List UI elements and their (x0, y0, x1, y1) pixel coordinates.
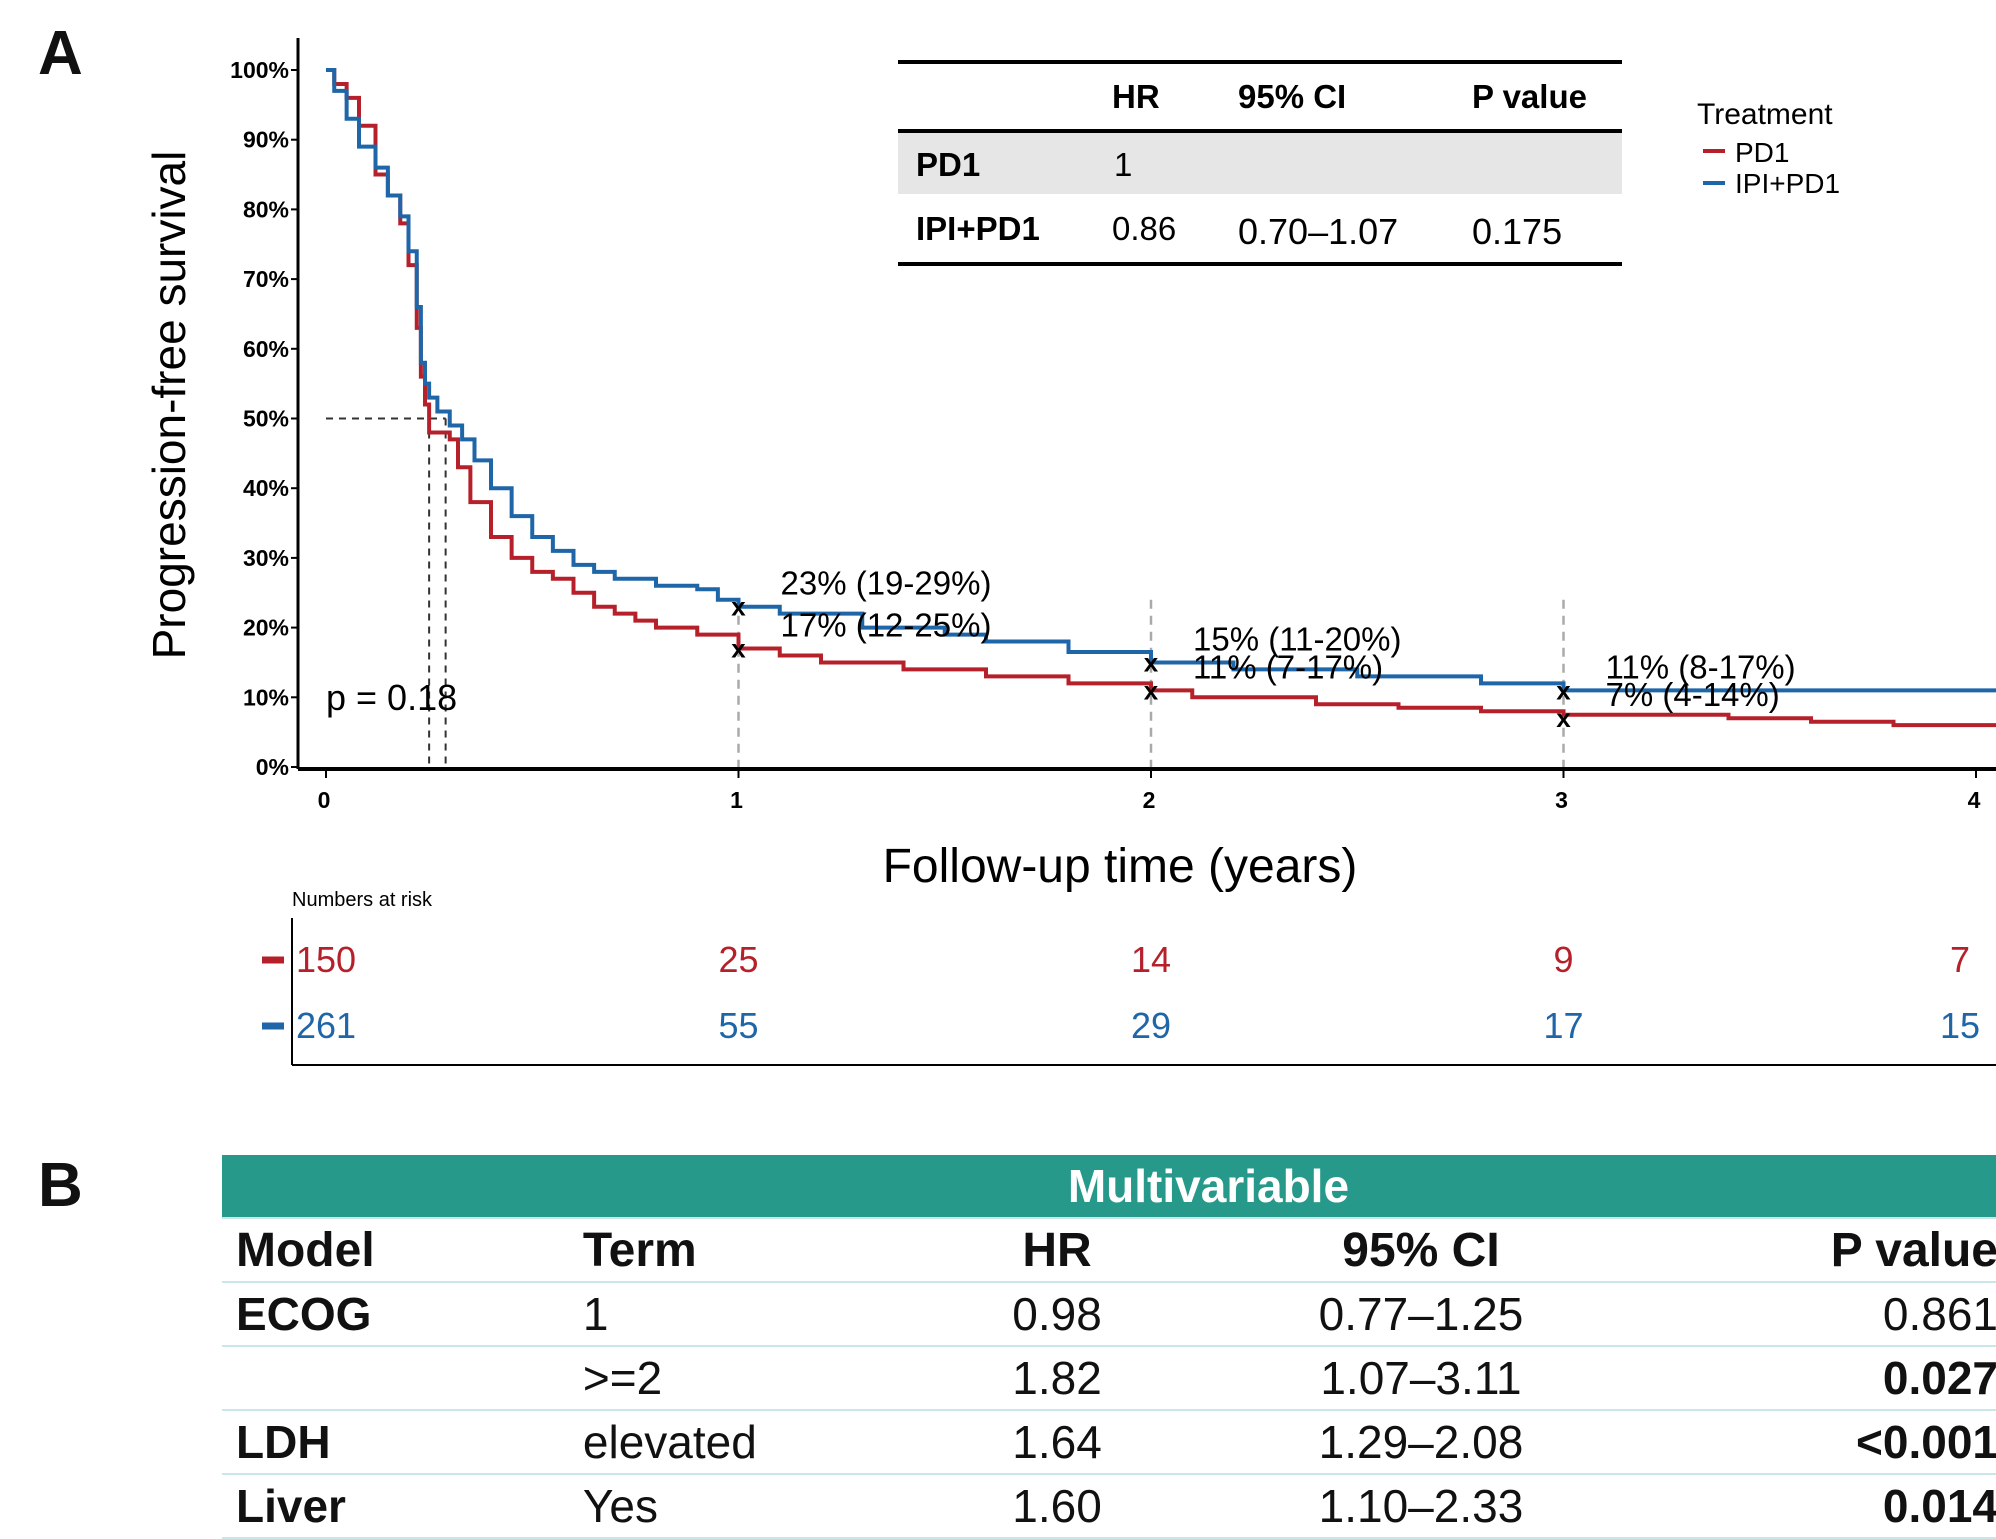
row-model: Liver (222, 1474, 569, 1539)
table-b-col-p: P value (1645, 1218, 1996, 1283)
hr-table-header-p: P value (1472, 78, 1587, 115)
p-value-text: p = 0.18 (326, 677, 457, 718)
series-lines (326, 68, 1996, 728)
row-ci: 1.29–2.08 (1196, 1410, 1646, 1475)
row-model: ECOG (222, 1282, 569, 1347)
y-tick-label: 90% (243, 127, 289, 153)
y-tick-label: 40% (243, 475, 289, 501)
row-ci: 0.77–1.25 (1196, 1282, 1646, 1347)
risk-value: 55 (718, 1005, 758, 1046)
hr-table-row1-hr: 1 (1114, 146, 1132, 183)
table-b-group-header: Multivariable (917, 1155, 1996, 1219)
row-hr: 1.60 (917, 1474, 1197, 1539)
hr-table-row2-hr: 0.86 (1112, 210, 1176, 247)
table-b-col-term: Term (568, 1218, 918, 1283)
table-b-col-hr: HR (917, 1218, 1197, 1283)
x-axis-label: Follow-up time (years) (883, 840, 1358, 893)
y-ticks: 0% 10% 20% 30% 40% 50% 60% 70% 80% 90% 100% (230, 57, 298, 780)
risk-table: Numbers at risk 150 25 14 9 7 261 55 29 17 15 (262, 889, 1996, 1066)
annotation-label: 11% (8-17%) (1606, 648, 1796, 685)
hr-table: HR 95% CI P value PD1 1 IPI+PD1 0.86 0.7… (898, 60, 1622, 266)
annotation-marker: x (1144, 675, 1159, 705)
hr-table-row2-p: 0.175 (1472, 211, 1562, 252)
row-term: Yes (568, 1474, 918, 1539)
hr-table-row2-label: IPI+PD1 (916, 210, 1040, 247)
legend: Treatment PD1 IPI+PD1 (1697, 98, 1840, 199)
annotation-label: 11% (7-17%) (1193, 648, 1383, 685)
annotation-markers: x 23% (19-29%) x 17% (12-25%) x 15% (11-20%) x… (731, 565, 1795, 734)
hr-table-header-hr: HR (1112, 78, 1160, 115)
risk-value: 261 (296, 1005, 356, 1046)
legend-label-pd1: PD1 (1735, 137, 1789, 168)
y-tick-label: 20% (243, 615, 289, 641)
hr-table-row1-label: PD1 (916, 146, 980, 183)
hr-table-header-ci: 95% CI (1238, 78, 1346, 115)
legend-title: Treatment (1697, 98, 1833, 131)
series-line-ipipd1 (326, 68, 1996, 693)
table-b-col-model: Model (222, 1218, 569, 1283)
y-tick-label: 100% (230, 57, 289, 83)
table-b-col-ci: 95% CI (1196, 1218, 1646, 1283)
row-term: >=2 (568, 1346, 918, 1411)
legend-label-ipipd1: IPI+PD1 (1735, 168, 1840, 199)
table-b-header-blank (222, 1155, 918, 1219)
x-tick-label: 0 (318, 787, 331, 813)
annotation-marker: x (731, 634, 746, 664)
annotation-marker: x (731, 592, 746, 622)
x-tick-label: 4 (1968, 787, 1981, 813)
row-p: 0.027 (1645, 1346, 1996, 1411)
y-axis-label: Progression-free survival (143, 151, 195, 660)
risk-value: 7 (1950, 939, 1970, 980)
x-tick-label: 3 (1555, 787, 1568, 813)
row-term: elevated (568, 1410, 918, 1475)
y-tick-label: 50% (243, 406, 289, 432)
risk-value: 29 (1131, 1005, 1171, 1046)
table-row: >=2 1.82 1.07–3.11 0.027 (222, 1346, 1996, 1411)
risk-value: 150 (296, 939, 356, 980)
row-ci: 1.07–3.11 (1196, 1346, 1646, 1411)
annotation-label: 7% (4-14%) (1606, 676, 1780, 713)
row-term: 1 (568, 1282, 918, 1347)
risk-value: 9 (1553, 939, 1573, 980)
risk-table-title: Numbers at risk (292, 889, 433, 911)
table-row: ECOG 1 0.98 0.77–1.25 0.861 (222, 1282, 1996, 1347)
x-tick-label: 1 (730, 787, 743, 813)
y-tick-label: 80% (243, 196, 289, 222)
y-tick-label: 10% (243, 684, 289, 710)
annotation-label: 23% (19-29%) (781, 565, 992, 602)
table-row: LDH elevated 1.64 1.29–2.08 <0.001 (222, 1410, 1996, 1475)
row-p: 0.014 (1645, 1474, 1996, 1539)
table-row: Liver Yes 1.60 1.10–2.33 0.014 (222, 1474, 1996, 1539)
annotation-marker: x (1144, 647, 1159, 677)
y-tick-label: 30% (243, 545, 289, 571)
y-tick-label: 60% (243, 336, 289, 362)
annotation-label: 15% (11-20%) (1193, 620, 1402, 657)
panel-b-label: B (38, 1151, 83, 1220)
row-hr: 0.98 (917, 1282, 1197, 1347)
row-p: <0.001 (1645, 1410, 1996, 1475)
row-hr: 1.82 (917, 1346, 1197, 1411)
hr-table-row2-ci: 0.70–1.07 (1238, 211, 1398, 252)
x-ticks: 0 1 2 3 4 (318, 769, 1981, 813)
row-ci: 1.10–2.33 (1196, 1474, 1646, 1539)
risk-value: 15 (1940, 1005, 1980, 1046)
annotation-marker: x (1556, 675, 1571, 705)
row-model (222, 1346, 569, 1411)
risk-value: 14 (1131, 939, 1171, 980)
x-tick-label: 2 (1143, 787, 1156, 813)
row-hr: 1.64 (917, 1410, 1197, 1475)
multivariable-table: Multivariable Model Term HR 95% CI P val… (222, 1155, 1996, 1539)
row-p: 0.861 (1645, 1282, 1996, 1347)
risk-value: 25 (718, 939, 758, 980)
annotation-label: 17% (12-25%) (781, 607, 992, 644)
y-tick-label: 70% (243, 266, 289, 292)
y-tick-label: 0% (256, 754, 289, 780)
risk-value: 17 (1543, 1005, 1583, 1046)
row-model: LDH (222, 1410, 569, 1475)
annotation-marker: x (1556, 703, 1571, 733)
panel-a-label: A (38, 19, 83, 88)
